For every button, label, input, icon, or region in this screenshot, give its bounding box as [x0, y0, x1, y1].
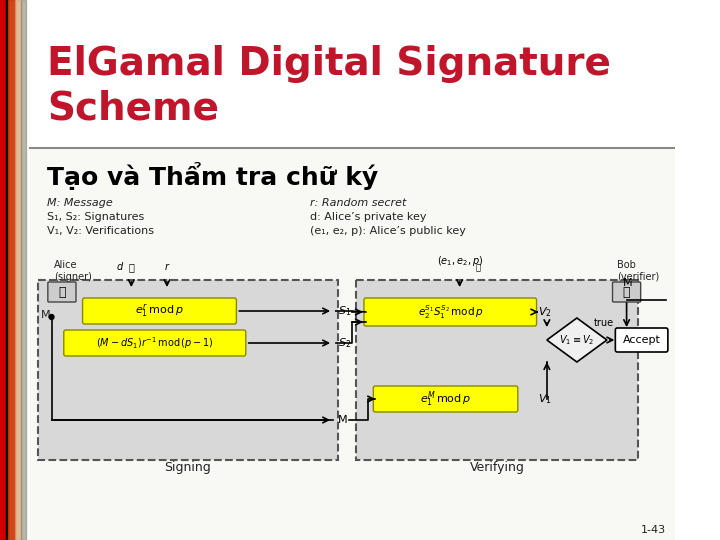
- Bar: [30, 148, 675, 540]
- Text: ElGamal Digital Signature: ElGamal Digital Signature: [47, 45, 611, 83]
- FancyBboxPatch shape: [364, 298, 536, 326]
- Text: $(M - dS_1)r^{-1}\,\mathrm{mod}\,(p-1)$: $(M - dS_1)r^{-1}\,\mathrm{mod}\,(p-1)$: [96, 335, 214, 351]
- Text: true: true: [594, 318, 614, 328]
- Text: $r$: $r$: [163, 261, 170, 272]
- Bar: [7, 0, 15, 540]
- Text: $V_2$: $V_2$: [539, 305, 552, 319]
- Text: $e_1^M\,\mathrm{mod}\,p$: $e_1^M\,\mathrm{mod}\,p$: [420, 389, 471, 409]
- Bar: [0, 0, 6, 540]
- FancyBboxPatch shape: [48, 282, 76, 302]
- Bar: [356, 280, 638, 460]
- Text: M: M: [41, 310, 51, 320]
- Text: (e₁, e₂, p): Alice’s public key: (e₁, e₂, p): Alice’s public key: [310, 226, 465, 236]
- Text: 🔑: 🔑: [128, 262, 134, 272]
- FancyBboxPatch shape: [616, 328, 668, 352]
- Polygon shape: [547, 318, 607, 362]
- Text: $(e_1, e_2, p)$: $(e_1, e_2, p)$: [436, 254, 482, 268]
- Text: Signing: Signing: [164, 462, 211, 475]
- Text: $V_1$: $V_1$: [539, 392, 552, 406]
- Text: Alice
(signer): Alice (signer): [55, 260, 92, 281]
- FancyBboxPatch shape: [83, 298, 236, 324]
- Text: $S_2$: $S_2$: [338, 336, 351, 350]
- Text: Tạo và Thẩm tra chữ ký: Tạo và Thẩm tra chữ ký: [47, 162, 378, 190]
- Text: M: M: [338, 415, 347, 425]
- Text: Verifying: Verifying: [469, 462, 525, 475]
- Circle shape: [49, 314, 54, 320]
- Text: $V_1 \equiv V_2$: $V_1 \equiv V_2$: [559, 333, 595, 347]
- Text: $S_1$: $S_1$: [338, 304, 351, 318]
- Text: d: Alice’s private key: d: Alice’s private key: [310, 212, 426, 222]
- Bar: [15, 0, 21, 540]
- Text: r: Random secret: r: Random secret: [310, 198, 406, 208]
- Bar: [21, 0, 26, 540]
- Text: M: M: [623, 278, 632, 288]
- Bar: [37, 280, 338, 460]
- FancyBboxPatch shape: [64, 330, 246, 356]
- Text: Bob
(verifier): Bob (verifier): [617, 260, 660, 281]
- Text: V₁, V₂: Verifications: V₁, V₂: Verifications: [47, 226, 154, 236]
- Text: 🔑: 🔑: [476, 263, 481, 272]
- Text: 1-43: 1-43: [641, 525, 666, 535]
- Text: Accept: Accept: [623, 335, 660, 345]
- Text: $e_1^r\,\mathrm{mod}\,p$: $e_1^r\,\mathrm{mod}\,p$: [135, 303, 184, 319]
- Text: Scheme: Scheme: [47, 90, 219, 128]
- Text: S₁, S₂: Signatures: S₁, S₂: Signatures: [47, 212, 144, 222]
- Text: 🖥: 🖥: [623, 286, 630, 299]
- Text: $d$: $d$: [116, 260, 124, 272]
- Text: 🖥: 🖥: [58, 286, 66, 299]
- Text: $e_2^{S_1}S_1^{S_2}\,\mathrm{mod}\,p$: $e_2^{S_1}S_1^{S_2}\,\mathrm{mod}\,p$: [418, 303, 483, 321]
- Text: M: Message: M: Message: [47, 198, 112, 208]
- Bar: [30, 0, 675, 145]
- FancyBboxPatch shape: [613, 282, 641, 302]
- Bar: [6, 0, 7, 540]
- FancyBboxPatch shape: [374, 386, 518, 412]
